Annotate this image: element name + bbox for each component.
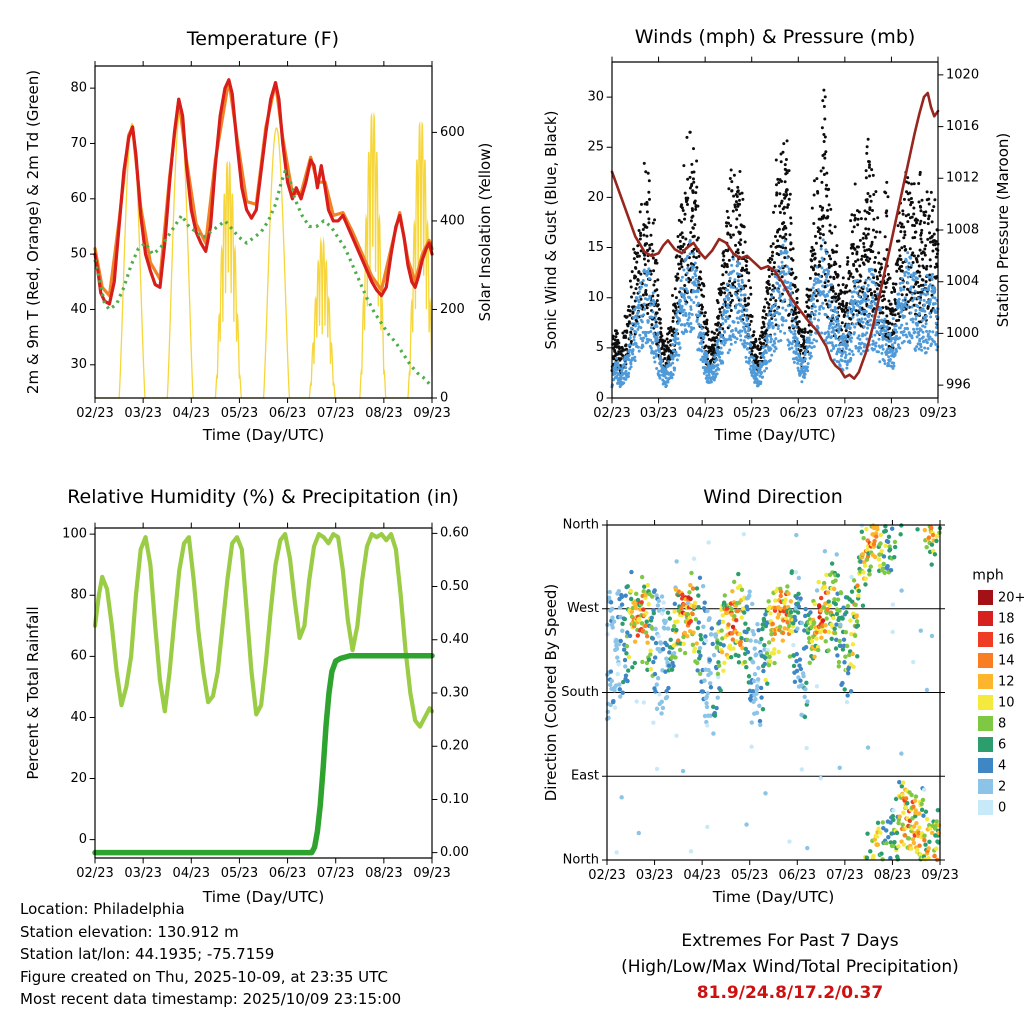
rh-precip-chart [0, 460, 512, 930]
wind-direction-chart [512, 460, 1024, 930]
station-info-block: Location: Philadelphia Station elevation… [20, 898, 401, 1011]
station-latlon: Station lat/lon: 44.1935; -75.7159 [20, 945, 275, 963]
extremes-values: 81.9/24.8/17.2/0.37 [696, 983, 884, 1003]
station-location: Location: Philadelphia [20, 900, 185, 918]
figure-created-timestamp: Figure created on Thu, 2025-10-09, at 23… [20, 967, 388, 986]
winds-pressure-chart [512, 0, 1024, 460]
extremes-subtitle: (High/Low/Max Wind/Total Precipitation) [621, 957, 959, 977]
most-recent-data-timestamp: Most recent data timestamp: 2025/10/09 2… [20, 990, 402, 1008]
extremes-title: Extremes For Past 7 Days [681, 931, 899, 951]
station-elevation: Station elevation: 130.912 m [20, 922, 239, 941]
temperature-chart [0, 0, 512, 460]
extremes-block: Extremes For Past 7 Days (High/Low/Max W… [560, 928, 1020, 1006]
